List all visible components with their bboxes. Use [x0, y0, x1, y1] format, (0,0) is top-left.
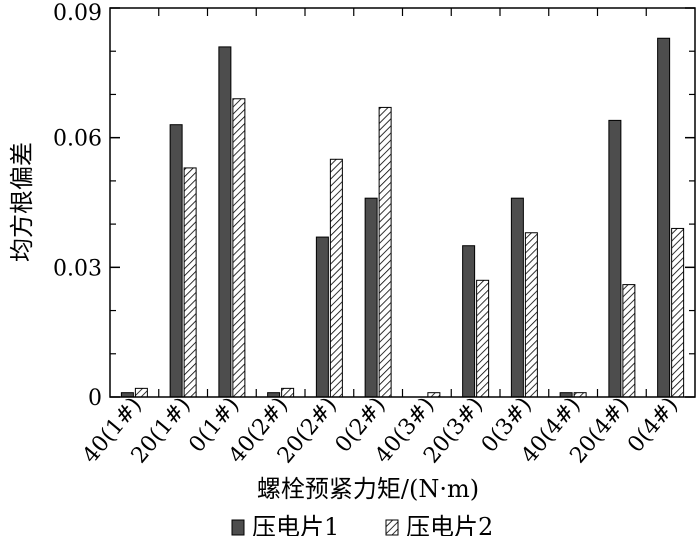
bar-1-20(2#): [315, 236, 329, 398]
y-tick-label: 0.03: [53, 256, 102, 281]
bar-2-40(1#): [134, 387, 148, 398]
bar-2-20(2#): [329, 158, 343, 398]
bar-2-0(1#): [232, 98, 246, 398]
x-axis-title: 螺栓预紧力矩/(N·m): [257, 475, 479, 503]
legend-label-2: 压电片2: [406, 513, 493, 536]
bar-2-40(2#): [281, 387, 295, 398]
bar-1-0(4#): [657, 37, 671, 398]
y-tick-label: 0: [88, 386, 102, 411]
y-axis-title: 均方根偏差: [8, 142, 36, 262]
legend-label-1: 压电片1: [252, 513, 339, 536]
y-axis: 0 0.03 0.06 0.09: [53, 1, 695, 411]
bar-1-20(4#): [608, 119, 622, 398]
bar-1-20(3#): [462, 245, 476, 398]
bar-2-20(4#): [622, 284, 636, 398]
x-tick-label: 0(4#): [623, 393, 683, 458]
bar-1-0(2#): [364, 197, 378, 398]
bar-2-0(2#): [378, 106, 392, 398]
bar-1-0(1#): [218, 46, 232, 398]
bar-1-20(1#): [169, 124, 183, 398]
legend-swatch-1: [231, 519, 245, 536]
plot-frame: [109, 7, 696, 398]
bar-2-0(3#): [524, 232, 538, 398]
bar-2-20(1#): [183, 167, 197, 398]
bar-1-0(3#): [510, 197, 524, 398]
legend: 压电片1 压电片2: [231, 513, 493, 536]
legend-swatch-2: [385, 519, 399, 536]
bar-2-20(3#): [476, 279, 490, 398]
y-tick-label: 0.09: [53, 1, 102, 26]
bar-2-0(4#): [671, 227, 685, 398]
bars-layer: [120, 37, 685, 398]
y-tick-label: 0.06: [53, 127, 102, 152]
